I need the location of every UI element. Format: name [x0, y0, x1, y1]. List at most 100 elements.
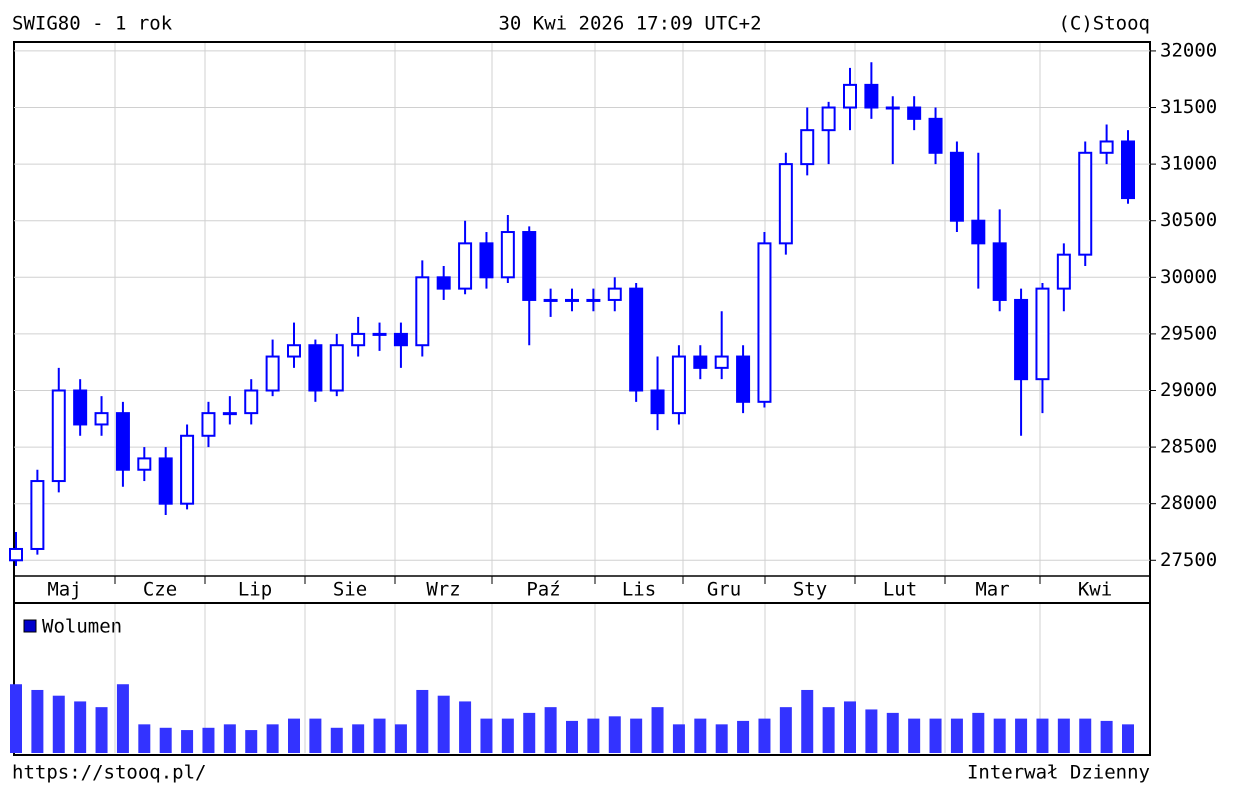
volume-bar: [630, 718, 643, 753]
candle-body: [864, 83, 879, 109]
volume-bar: [865, 709, 878, 753]
volume-bar: [844, 701, 856, 753]
y-tick-label: 28000: [1160, 492, 1217, 514]
candle-body: [714, 355, 729, 369]
volume-bar: [544, 707, 557, 753]
x-tick-label: Kwi: [1078, 579, 1112, 601]
candle-body: [351, 332, 366, 347]
legend-label: Wolumen: [42, 616, 122, 638]
volume-bar: [694, 718, 707, 753]
y-tick-label: 29500: [1160, 322, 1217, 344]
candle-body: [1078, 151, 1093, 256]
volume-bar: [608, 716, 621, 753]
x-tick-label: Paź: [526, 579, 560, 601]
volume-bar: [651, 707, 664, 753]
candle-body: [821, 106, 836, 132]
chart-title: SWIG80 - 1 rok: [12, 13, 173, 35]
y-tick-label: 30500: [1160, 209, 1217, 231]
footer-right: Interwał Dzienny: [967, 762, 1150, 784]
volume-bar: [1036, 718, 1049, 753]
candle-body: [586, 298, 601, 302]
candle-body: [778, 163, 793, 245]
footer-left: https://stooq.pl/: [12, 762, 206, 784]
candle-body: [201, 412, 216, 437]
volume-bar: [1079, 718, 1092, 753]
volume-bar: [672, 724, 685, 753]
frame: [13, 41, 1151, 756]
volume-bar: [480, 718, 493, 753]
candle-body: [607, 287, 622, 301]
volume-bar: [587, 718, 600, 753]
candle-body: [180, 434, 195, 505]
candle-body: [479, 242, 494, 279]
candle-body: [757, 242, 772, 403]
volume-bar: [972, 712, 985, 753]
legend-swatch: [23, 619, 37, 633]
candle-body: [244, 389, 259, 415]
volume-bar: [330, 727, 343, 753]
volume-bar: [223, 724, 236, 753]
candle-body: [222, 412, 237, 416]
volume-bar: [288, 718, 300, 753]
candle-body: [800, 129, 815, 166]
volume-bar: [1015, 718, 1028, 753]
volume-bar: [266, 724, 279, 753]
candle-body: [629, 287, 644, 392]
candle-body: [458, 242, 473, 290]
volume-bar: [95, 707, 108, 753]
candle-body: [907, 106, 922, 120]
candle-body: [1056, 253, 1071, 290]
x-tick-label: Sie: [333, 579, 367, 601]
volume-bar: [352, 724, 365, 753]
y-tick-label: 30000: [1160, 266, 1217, 288]
candle-body: [51, 389, 66, 483]
volume-bar: [459, 701, 472, 753]
candle-body: [415, 276, 430, 347]
volume-bar: [1100, 720, 1113, 753]
volume-bar: [31, 689, 44, 753]
candle-body: [971, 219, 986, 245]
x-tick-label: Lis: [622, 579, 656, 601]
candle-body: [137, 457, 152, 471]
y-tick-label: 29000: [1160, 379, 1217, 401]
candle-body: [287, 344, 301, 358]
volume-bar: [566, 720, 578, 753]
candle-body: [265, 355, 280, 392]
x-tick-label: Mar: [975, 579, 1009, 601]
candle-body: [1099, 140, 1114, 154]
candle-body: [1035, 287, 1050, 381]
volume-bar: [159, 727, 172, 753]
volume-bar: [779, 707, 792, 753]
volume-bar: [950, 718, 963, 753]
volume-bar: [1122, 724, 1134, 753]
candle-body: [928, 117, 943, 154]
candle-body: [671, 355, 686, 415]
volume-bar: [758, 718, 771, 753]
x-tick-label: Lut: [883, 579, 917, 601]
volume-bar: [116, 684, 129, 753]
y-tick-label: 32000: [1160, 39, 1217, 61]
candle-body: [843, 83, 857, 109]
volume-bar: [993, 718, 1006, 753]
candle-body: [73, 389, 88, 426]
candle-body: [500, 231, 515, 279]
volume-bar: [138, 724, 151, 753]
candle-body: [992, 242, 1007, 301]
candle-body: [1014, 298, 1029, 381]
volume-bar: [309, 718, 322, 753]
y-tick-label: 31000: [1160, 153, 1217, 175]
volume-bar: [501, 718, 514, 753]
volume-bar: [801, 689, 814, 753]
candle-body: [543, 298, 558, 302]
candle-body: [650, 389, 665, 415]
candle-body: [94, 412, 109, 426]
candle-body: [565, 298, 579, 302]
candle-body: [1121, 140, 1135, 200]
x-tick-label: Wrz: [426, 579, 460, 601]
volume-bar: [523, 712, 536, 753]
volume-bar: [886, 712, 899, 753]
volume-bar: [822, 707, 835, 753]
y-tick-label: 31500: [1160, 96, 1217, 118]
candle-body: [736, 355, 751, 403]
